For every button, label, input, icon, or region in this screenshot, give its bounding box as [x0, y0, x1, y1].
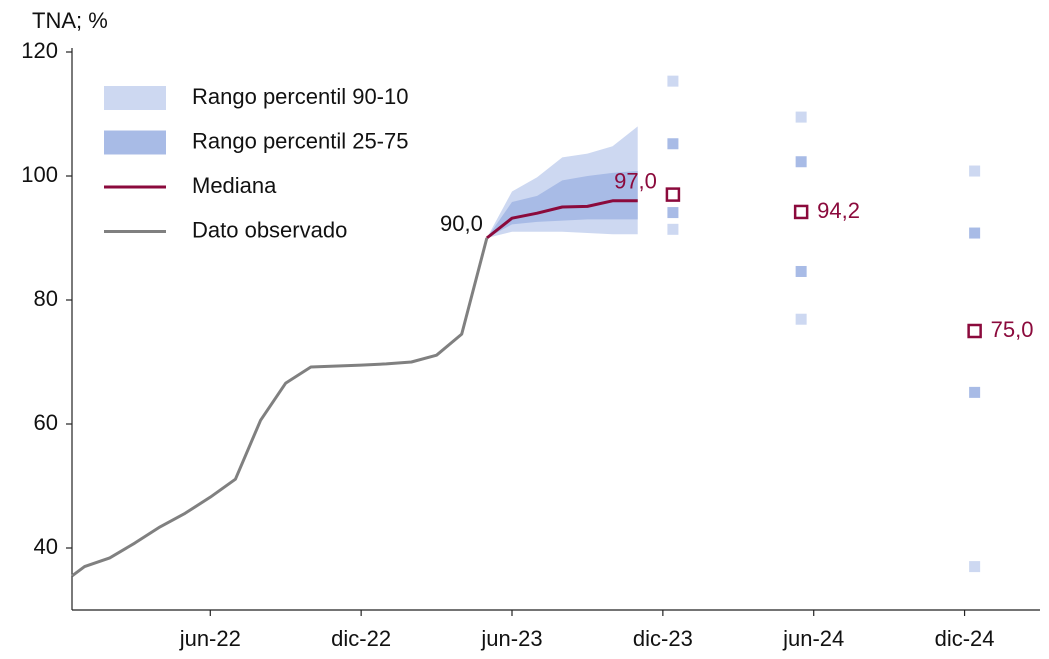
forecast-p90 — [667, 75, 679, 87]
y-tick-label: 60 — [34, 410, 58, 435]
forecast-p90 — [795, 111, 807, 123]
line — [485, 199, 638, 240]
legend-swatch — [104, 86, 166, 110]
y-tick-label: 40 — [34, 534, 58, 559]
forecast-p10 — [969, 561, 981, 573]
x-tick-label: jun-22 — [179, 626, 241, 651]
legend-label: Mediana — [192, 173, 277, 198]
forecast-p10 — [667, 223, 679, 235]
x-tick-label: jun-24 — [782, 626, 844, 651]
y-tick-label: 80 — [34, 286, 58, 311]
x-tick-label: jun-23 — [480, 626, 542, 651]
band-area — [486, 171, 638, 238]
forecast-label: 97,0 — [614, 168, 657, 193]
forecast-median — [793, 204, 809, 220]
forecast-median — [967, 323, 982, 339]
y-tick-label: 100 — [21, 162, 58, 187]
legend-label: Dato observado — [192, 217, 347, 242]
y-axis-title: TNA; % — [32, 8, 108, 33]
forecast-label: 94,2 — [817, 198, 860, 223]
forecast-p75 — [795, 156, 807, 168]
forecast-p25 — [795, 265, 807, 277]
forecast-median — [665, 187, 681, 202]
forecast-p90 — [969, 165, 981, 177]
forecast-label: 75,0 — [991, 317, 1034, 342]
legend-label: Rango percentil 90-10 — [192, 84, 408, 109]
x-tick-label: dic-24 — [935, 626, 995, 651]
forecast-p75 — [969, 227, 981, 239]
legend-label: Rango percentil 25-75 — [192, 128, 408, 153]
legend-swatch — [104, 130, 166, 155]
line — [71, 237, 489, 578]
x-tick-label: dic-22 — [331, 626, 391, 651]
end-label: 90,0 — [440, 211, 483, 236]
forecast-p25 — [969, 386, 981, 398]
x-tick-label: dic-23 — [633, 626, 693, 651]
forecast-p10 — [795, 313, 807, 325]
forecast-p75 — [667, 138, 679, 150]
y-tick-label: 120 — [21, 38, 58, 63]
forecast-p25 — [667, 207, 679, 219]
